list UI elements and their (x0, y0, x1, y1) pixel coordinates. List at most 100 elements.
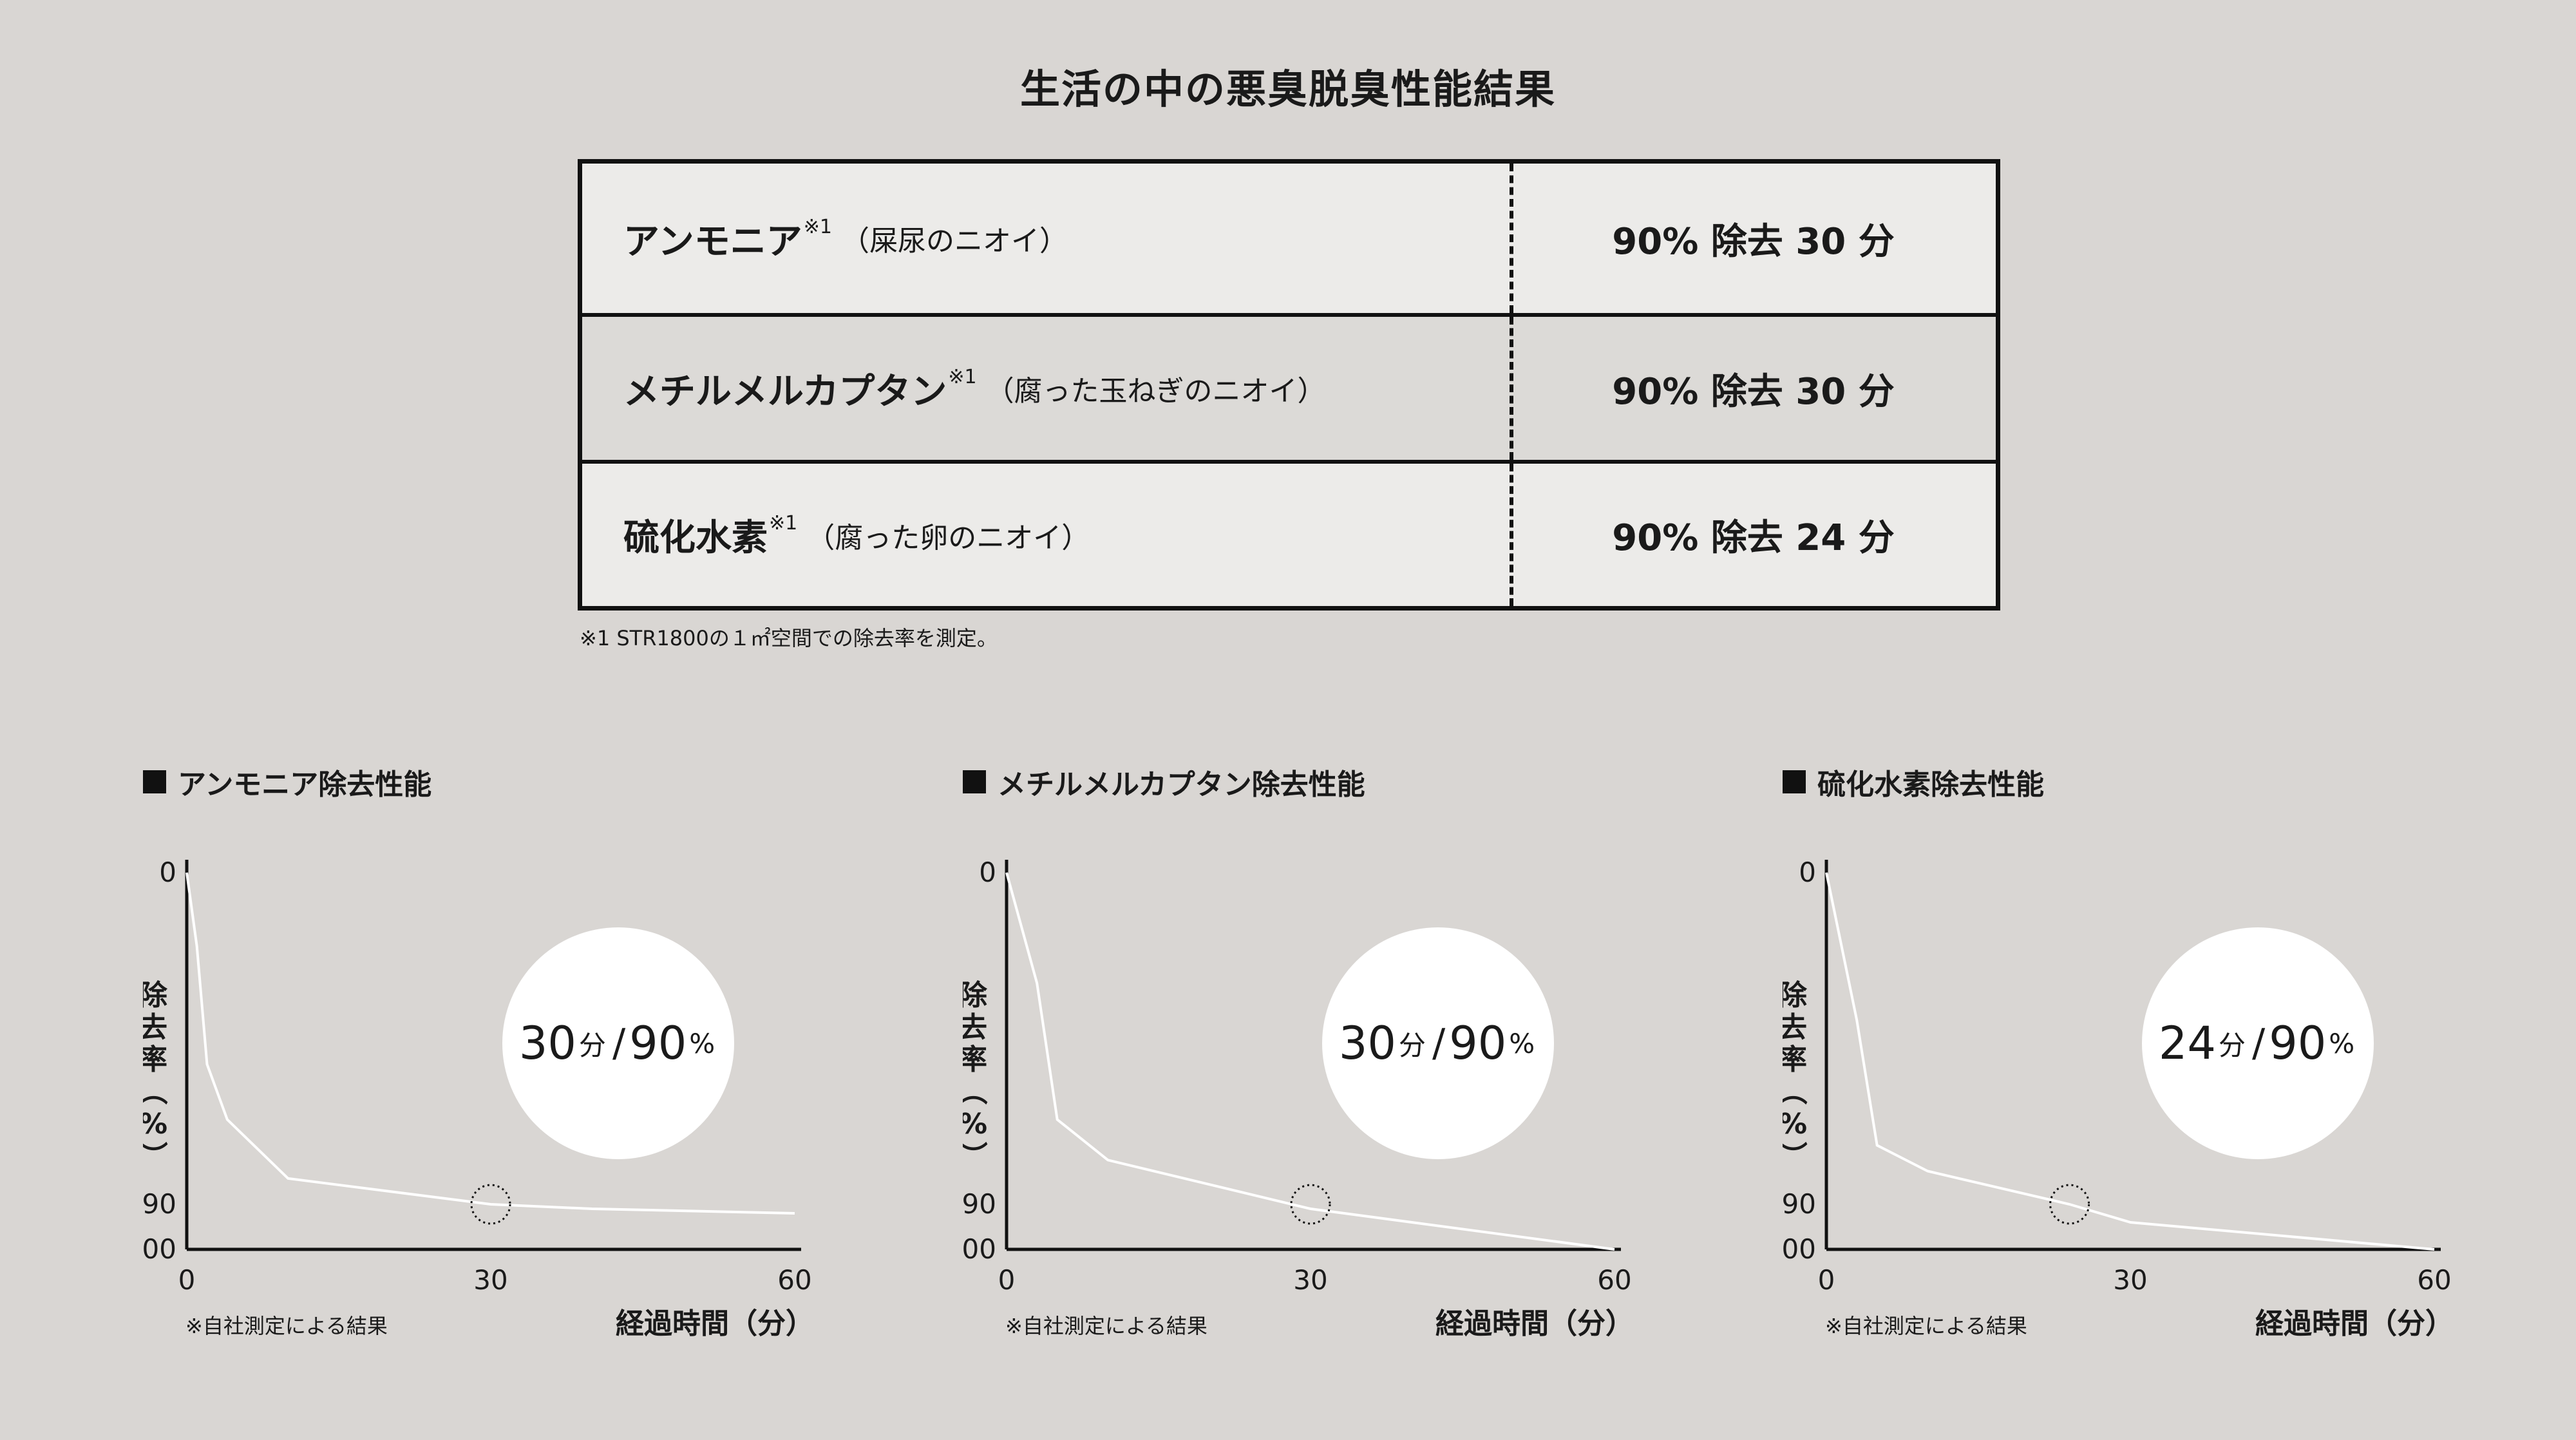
measurement-note: ※自社測定による結果 (1005, 1314, 1208, 1338)
substance-name: アンモニア (623, 220, 802, 263)
chart-title: アンモニア除去性能 (143, 761, 431, 802)
y-axis-title: 除去率（%） (143, 979, 169, 1170)
square-bullet-icon (1783, 770, 1806, 793)
y-tick-label: 90 (963, 1188, 996, 1220)
y-axis-title-char: ） (963, 1141, 989, 1170)
x-axis-title: 経過時間（分） (616, 1307, 814, 1340)
y-tick-label: 100 (143, 1233, 176, 1265)
page-title: 生活の中の悪臭脱臭性能結果 (1019, 66, 1556, 113)
badge-slash: / (2251, 1021, 2266, 1066)
line-chart: 09010003060除去率（%）経過時間（分）※自社測定による結果 (963, 857, 1634, 1340)
chart-panel-methyl-mercaptan: メチルメルカプタン除去性能 09010003060除去率（%）経過時間（分）※自… (963, 753, 1671, 1372)
result-badge: 30 分 / 90 % (502, 927, 734, 1159)
y-tick-label: 90 (1783, 1188, 1816, 1220)
y-axis-title: 除去率（%） (963, 979, 989, 1170)
y-tick-label: 0 (979, 857, 996, 888)
result-badge: 30 分 / 90 % (1322, 927, 1554, 1159)
y-axis-title-char: 率 (1783, 1043, 1807, 1076)
substance-name: 硫化水素 (623, 517, 768, 559)
odor-description: （屎尿のニオイ） (841, 225, 1068, 258)
series-line (185, 872, 795, 1215)
footnote: ※1 STR1800の１㎡空間での除去率を測定。 (580, 626, 998, 650)
y-axis-title-char: （ (143, 1077, 169, 1105)
removal-result: 90% 除去 30 分 (1612, 370, 1895, 413)
badge-time: 30 (1338, 1017, 1396, 1070)
badge-slash: / (1432, 1021, 1446, 1066)
y-axis-title-char: 率 (963, 1043, 987, 1076)
footnote-marker: ※1 (803, 215, 832, 238)
badge-slash: / (612, 1021, 626, 1066)
y-axis-title-char: ） (1783, 1141, 1808, 1170)
badge-rate: 90 (2269, 1017, 2327, 1070)
x-tick-label: 0 (1818, 1264, 1835, 1296)
substance-name: メチルメルカプタン (623, 370, 947, 413)
badge-rate-unit: % (2329, 1027, 2355, 1059)
y-axis-title-char: ） (143, 1141, 169, 1170)
x-tick-label: 60 (1597, 1264, 1631, 1296)
chart-title: メチルメルカプタン除去性能 (963, 761, 1365, 802)
x-tick-label: 30 (1293, 1264, 1327, 1296)
x-tick-label: 30 (2113, 1264, 2147, 1296)
chart-title-text: 硫化水素除去性能 (1817, 768, 2044, 801)
badge-rate: 90 (629, 1017, 687, 1070)
dashed-divider (1510, 464, 1513, 606)
y-axis-title-char: 除 (143, 979, 168, 1012)
y-axis-title-char: % (1783, 1108, 1807, 1141)
highlight-marker (470, 1184, 511, 1225)
substance-name-cell: 硫化水素 ※1 （腐った卵のニオイ） (623, 464, 1090, 606)
badge-time-unit: 分 (2218, 1029, 2246, 1061)
x-tick-label: 60 (777, 1264, 811, 1296)
series-line (1825, 872, 2435, 1251)
y-axis-title-char: 率 (143, 1043, 167, 1076)
x-tick-label: 60 (2417, 1264, 2451, 1296)
y-axis-title-char: % (963, 1108, 987, 1141)
y-tick-label: 0 (159, 857, 176, 888)
odor-description: （腐った玉ねぎのニオイ） (985, 375, 1326, 408)
dashed-divider (1510, 164, 1513, 313)
y-axis-title-char: 除 (963, 979, 988, 1012)
x-tick-label: 30 (473, 1264, 507, 1296)
removal-result: 90% 除去 30 分 (1612, 220, 1895, 263)
highlight-marker (2049, 1184, 2090, 1225)
x-axis-title: 経過時間（分） (2255, 1307, 2454, 1340)
x-tick-label: 0 (178, 1264, 196, 1296)
y-axis-title: 除去率（%） (1783, 979, 1808, 1170)
removal-result: 90% 除去 24 分 (1612, 517, 1895, 559)
chart-title-text: アンモニア除去性能 (178, 768, 432, 801)
y-tick-label: 100 (1783, 1233, 1816, 1265)
result-table: アンモニア ※1 （屎尿のニオイ） 90% 除去 30 分 メチルメルカプタン … (578, 159, 2000, 611)
badge-time-unit: 分 (578, 1029, 606, 1061)
badge-rate: 90 (1449, 1017, 1507, 1070)
odor-description: （腐った卵のニオイ） (806, 521, 1090, 554)
chart-panel-hydrogen-sulfide: 硫化水素除去性能 09010003060除去率（%）経過時間（分）※自社測定によ… (1783, 753, 2491, 1372)
substance-name-cell: メチルメルカプタン ※1 （腐った玉ねぎのニオイ） (623, 317, 1326, 460)
measurement-note: ※自社測定による結果 (185, 1314, 388, 1338)
badge-rate-unit: % (689, 1027, 715, 1059)
square-bullet-icon (963, 770, 986, 793)
line-chart: 09010003060除去率（%）経過時間（分）※自社測定による結果 (143, 857, 814, 1340)
chart-panel-ammonia: アンモニア除去性能 09010003060除去率（%）経過時間（分）※自社測定に… (143, 753, 851, 1372)
x-axis-title: 経過時間（分） (1435, 1307, 1634, 1340)
badge-rate-unit: % (1509, 1027, 1535, 1059)
y-axis-title-char: 去 (963, 1011, 987, 1044)
x-tick-label: 0 (998, 1264, 1016, 1296)
y-tick-label: 100 (963, 1233, 996, 1265)
table-row: アンモニア ※1 （屎尿のニオイ） 90% 除去 30 分 (582, 164, 1996, 313)
line-chart: 09010003060除去率（%）経過時間（分）※自社測定による結果 (1783, 857, 2454, 1340)
series-line (1005, 872, 1615, 1251)
badge-time: 24 (2158, 1017, 2216, 1070)
y-axis-title-char: （ (963, 1077, 989, 1105)
y-axis-title-char: 去 (1783, 1011, 1807, 1044)
y-tick-label: 0 (1799, 857, 1816, 888)
badge-time-unit: 分 (1398, 1029, 1426, 1061)
y-tick-label: 90 (143, 1188, 176, 1220)
y-axis-title-char: （ (1783, 1077, 1808, 1105)
chart-title: 硫化水素除去性能 (1783, 761, 2044, 802)
table-row: メチルメルカプタン ※1 （腐った玉ねぎのニオイ） 90% 除去 30 分 (582, 313, 1996, 464)
footnote-marker: ※1 (948, 365, 977, 388)
badge-time: 30 (518, 1017, 576, 1070)
y-axis-title-char: 去 (143, 1011, 167, 1044)
dashed-divider (1510, 317, 1513, 460)
footnote-marker: ※1 (769, 512, 798, 535)
substance-name-cell: アンモニア ※1 （屎尿のニオイ） (623, 164, 1068, 313)
